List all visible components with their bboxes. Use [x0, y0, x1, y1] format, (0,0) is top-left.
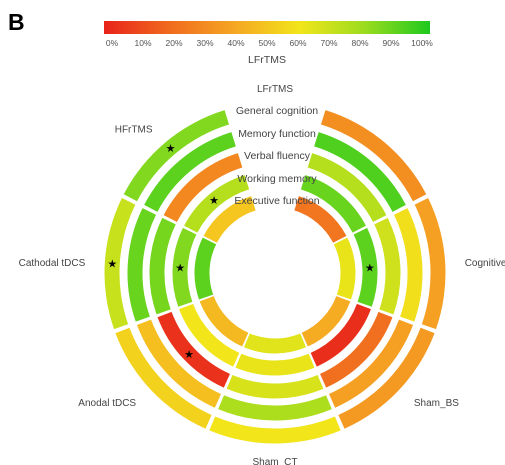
- best-mark-star: ★: [209, 194, 219, 207]
- colorbar-tick-label: 60%: [289, 38, 306, 48]
- segment-anodal-tdcs-verbal-fluency: [157, 311, 230, 388]
- best-mark-star: ★: [175, 261, 185, 274]
- segment-sham-ct-executive-function: [243, 333, 307, 354]
- segment-anodal-tdcs-memory-function: [136, 319, 221, 408]
- outcome-label-executive-function: Executive function: [234, 195, 319, 207]
- best-mark-star: ★: [184, 348, 194, 361]
- segment-sham-bs-general-cognition: [338, 327, 435, 429]
- segment-sham-ct-verbal-fluency: [226, 374, 324, 399]
- outcome-label-working-memory: Working memory: [237, 173, 317, 185]
- colorbar-tick-label: 30%: [196, 38, 213, 48]
- treatment-label-hfrtms: HFrTMS: [115, 125, 153, 136]
- segment-cathodal-tdcs-memory-function: [127, 208, 156, 322]
- best-mark-star: ★: [166, 142, 176, 155]
- segment-lfrtms-working-memory: [300, 175, 366, 233]
- segment-cognitive-training-memory-function: [394, 208, 423, 322]
- segment-cathodal-tdcs-general-cognition: [104, 198, 136, 330]
- colorbar-tick-label: 90%: [382, 38, 399, 48]
- colorbar-tick-label: 0%: [106, 38, 119, 48]
- segment-hfrtms-memory-function: [144, 132, 236, 212]
- segment-sham-bs-verbal-fluency: [320, 311, 393, 388]
- treatment-label-sham-bs: Sham_BS: [414, 398, 459, 409]
- treatment-labels: LFrTMS Cognitive training Sham_BS Sham_CT An…: [19, 84, 505, 465]
- segment-anodal-tdcs-working-memory: [179, 303, 240, 367]
- segment-cognitive-training-working-memory: [353, 227, 378, 307]
- treatment-label-lfrtms: LFrTMS: [257, 84, 293, 95]
- best-mark-star: ★: [365, 261, 375, 274]
- segment-cathodal-tdcs-executive-function: [194, 237, 217, 300]
- outcome-label-verbal-fluency: Verbal fluency: [244, 150, 311, 162]
- segment-lfrtms-executive-function: [294, 196, 347, 243]
- segment-sham-bs-working-memory: [310, 303, 371, 367]
- segment-anodal-tdcs-executive-function: [199, 296, 249, 347]
- segment-hfrtms-working-memory: [184, 175, 250, 233]
- segment-lfrtms-memory-function: [314, 132, 406, 212]
- colorbar-tick-label: 10%: [134, 38, 151, 48]
- segment-hfrtms-general-cognition: [123, 110, 230, 202]
- segment-cognitive-training-verbal-fluency: [374, 217, 401, 315]
- colorbar-tick-label: 20%: [165, 38, 182, 48]
- ring-segments: [104, 110, 446, 444]
- outcome-label-general-cognition: General cognition: [236, 105, 318, 117]
- colorbar-tick-label: 70%: [320, 38, 337, 48]
- colorbar-gradient: [104, 21, 430, 34]
- segment-sham-bs-executive-function: [301, 296, 351, 347]
- colorbar-tick-label: 100%: [411, 38, 433, 48]
- segment-sham-ct-working-memory: [235, 353, 315, 376]
- outcome-label-memory-function: Memory function: [238, 128, 316, 140]
- best-mark-star: ★: [107, 257, 117, 270]
- outcome-labels: General cognition Memory function Verbal f…: [234, 105, 319, 207]
- segment-hfrtms-executive-function: [203, 196, 256, 243]
- segment-sham-ct-memory-function: [218, 395, 332, 421]
- treatment-label-sham-ct: Sham_CT: [252, 457, 297, 465]
- treatment-label-anodal-tdcs: Anodal tDCS: [78, 398, 136, 409]
- segment-sham-bs-memory-function: [329, 319, 414, 408]
- segment-cognitive-training-executive-function: [333, 237, 356, 300]
- colorbar-tick-label: 50%: [258, 38, 275, 48]
- segment-cognitive-training-general-cognition: [414, 198, 446, 330]
- segment-cathodal-tdcs-working-memory: [172, 227, 197, 307]
- segment-anodal-tdcs-general-cognition: [115, 327, 212, 429]
- colorbar-title: LFrTMS: [248, 54, 286, 66]
- colorbar-tick-label: 80%: [351, 38, 368, 48]
- segment-hfrtms-verbal-fluency: [163, 153, 243, 222]
- segment-sham-ct-general-cognition: [209, 416, 341, 444]
- segment-cathodal-tdcs-verbal-fluency: [149, 217, 176, 315]
- treatment-label-cathodal-tdcs: Cathodal tDCS: [19, 258, 86, 269]
- colorbar-tick-label: 40%: [227, 38, 244, 48]
- segment-lfrtms-general-cognition: [320, 110, 427, 202]
- colorbar: 0% 10% 20% 30% 40% 50% 60% 70% 80% 90% 100% LFrTMS: [104, 21, 433, 66]
- best-marks: ★ ★ ★ ★ ★ ★: [107, 142, 375, 361]
- treatment-label-cognitive-training: Cognitive training: [465, 258, 505, 269]
- panel-letter: B: [8, 9, 25, 35]
- segment-lfrtms-verbal-fluency: [307, 153, 387, 222]
